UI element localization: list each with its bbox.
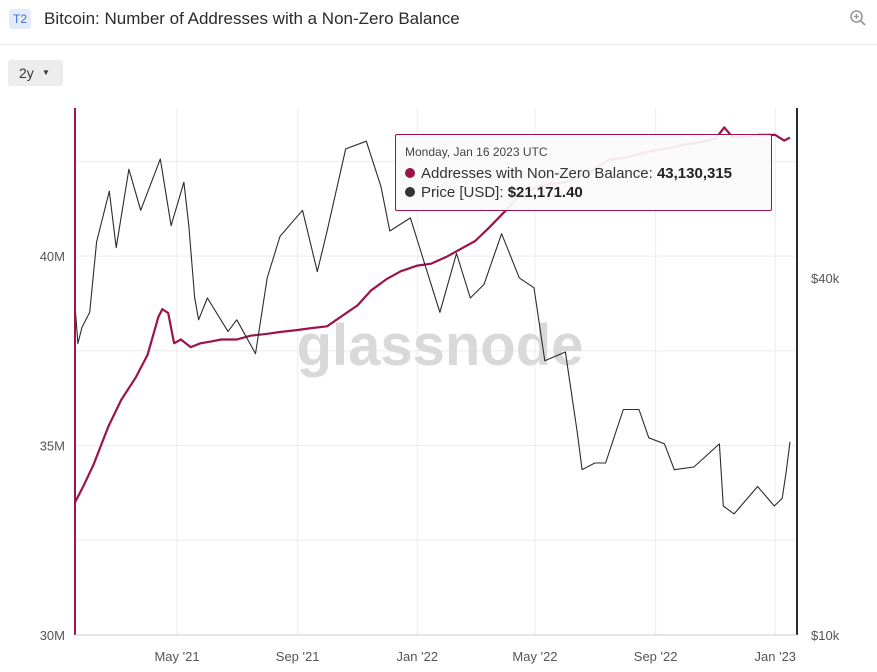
left-tick-label: 30M: [40, 628, 65, 643]
addresses-legend-dot: [405, 168, 415, 178]
tooltip-addresses-value: 43,130,315: [656, 165, 733, 182]
tier-badge: T2: [9, 9, 31, 29]
tooltip-row-addresses: Addresses with Non-Zero Balance: 43,130,…: [405, 164, 771, 183]
x-tick-label: Sep '22: [634, 649, 678, 664]
watermark: glassnode: [297, 313, 584, 378]
chart-header: T2 Bitcoin: Number of Addresses with a N…: [0, 0, 877, 45]
right-tick-label: $40k: [811, 271, 840, 286]
axes: 30M 35M 40M $10k $40k May '21 Sep '21 Jan '22 Ma…: [40, 108, 840, 664]
left-tick-label: 40M: [40, 249, 65, 264]
tooltip-addresses-label: Addresses with Non-Zero Balance:: [421, 165, 653, 182]
caret-down-icon: ▼: [42, 68, 50, 77]
x-tick-label: May '22: [512, 649, 557, 664]
x-tick-label: Jan '23: [755, 649, 797, 664]
price-legend-dot: [405, 187, 415, 197]
tooltip-price-label: Price [USD]:: [421, 184, 504, 201]
tooltip-price-value: $21,171.40: [507, 184, 583, 201]
tooltip-row-price: Price [USD]: $21,171.40: [405, 183, 771, 202]
left-tick-label: 35M: [40, 439, 65, 454]
right-tick-label: $10k: [811, 628, 840, 643]
hover-tooltip: Monday, Jan 16 2023 UTC Addresses with N…: [395, 134, 772, 211]
time-range-label: 2y: [19, 65, 34, 81]
tooltip-date: Monday, Jan 16 2023 UTC: [405, 145, 548, 159]
price-series-line: [74, 140, 791, 515]
chart-title: Bitcoin: Number of Addresses with a Non-…: [44, 9, 460, 28]
zoom-in-icon[interactable]: [849, 9, 867, 27]
x-tick-label: Jan '22: [397, 649, 439, 664]
x-tick-label: Sep '21: [276, 649, 320, 664]
x-tick-label: May '21: [154, 649, 199, 664]
time-range-dropdown[interactable]: 2y ▼: [8, 60, 63, 86]
